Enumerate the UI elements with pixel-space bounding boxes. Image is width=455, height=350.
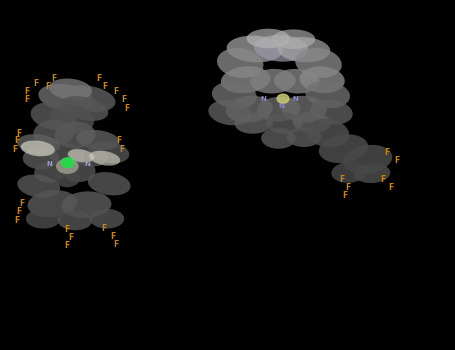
- Text: F: F: [345, 183, 351, 192]
- Ellipse shape: [227, 36, 283, 62]
- Ellipse shape: [34, 162, 66, 183]
- Ellipse shape: [61, 191, 111, 218]
- Text: F: F: [110, 232, 116, 241]
- Text: F: F: [384, 148, 389, 157]
- Ellipse shape: [306, 119, 349, 147]
- Ellipse shape: [212, 82, 257, 109]
- Text: F: F: [342, 191, 348, 200]
- Ellipse shape: [50, 105, 94, 133]
- Ellipse shape: [272, 29, 315, 49]
- Text: F: F: [15, 136, 20, 145]
- Ellipse shape: [331, 162, 368, 183]
- Text: F: F: [388, 183, 393, 192]
- Ellipse shape: [281, 96, 327, 122]
- Ellipse shape: [247, 29, 290, 48]
- Ellipse shape: [305, 81, 350, 108]
- Text: F: F: [339, 175, 345, 184]
- Ellipse shape: [49, 78, 92, 100]
- Ellipse shape: [278, 37, 330, 62]
- Ellipse shape: [299, 66, 345, 93]
- Circle shape: [277, 94, 289, 103]
- Ellipse shape: [226, 96, 273, 122]
- Ellipse shape: [295, 48, 342, 78]
- Ellipse shape: [89, 151, 120, 166]
- Text: F: F: [113, 87, 119, 96]
- Ellipse shape: [208, 100, 251, 125]
- Text: F: F: [102, 82, 107, 91]
- Ellipse shape: [221, 66, 271, 93]
- Ellipse shape: [58, 211, 92, 230]
- Text: N: N: [278, 103, 284, 109]
- Ellipse shape: [88, 172, 131, 195]
- Ellipse shape: [17, 134, 61, 154]
- Text: F: F: [65, 240, 70, 250]
- Text: N: N: [260, 96, 266, 102]
- Ellipse shape: [354, 163, 390, 183]
- Ellipse shape: [70, 145, 107, 167]
- Text: F: F: [65, 225, 70, 234]
- Ellipse shape: [261, 128, 296, 149]
- Ellipse shape: [68, 149, 94, 162]
- Ellipse shape: [27, 190, 77, 217]
- Ellipse shape: [319, 134, 368, 163]
- Ellipse shape: [90, 209, 124, 229]
- Text: N: N: [46, 161, 52, 167]
- Ellipse shape: [274, 69, 319, 93]
- Ellipse shape: [60, 96, 108, 121]
- Ellipse shape: [23, 147, 59, 169]
- Text: F: F: [33, 79, 38, 88]
- Text: F: F: [394, 156, 399, 165]
- Ellipse shape: [38, 84, 94, 112]
- Text: F: F: [119, 145, 125, 154]
- Text: F: F: [68, 233, 73, 242]
- Ellipse shape: [64, 161, 96, 182]
- Ellipse shape: [293, 112, 331, 133]
- Circle shape: [61, 158, 74, 168]
- Text: F: F: [113, 240, 119, 249]
- Ellipse shape: [76, 130, 120, 150]
- Text: F: F: [101, 224, 106, 233]
- Ellipse shape: [17, 175, 60, 198]
- Ellipse shape: [56, 159, 79, 174]
- Ellipse shape: [257, 97, 300, 121]
- Ellipse shape: [20, 140, 55, 156]
- Text: F: F: [16, 207, 22, 216]
- Text: F: F: [116, 136, 122, 145]
- Ellipse shape: [287, 127, 321, 147]
- Ellipse shape: [235, 113, 273, 134]
- Text: F: F: [16, 128, 22, 138]
- Text: F: F: [24, 95, 29, 104]
- Text: F: F: [380, 175, 386, 184]
- Text: F: F: [121, 95, 126, 104]
- Ellipse shape: [310, 99, 353, 125]
- Text: F: F: [12, 145, 17, 154]
- Text: F: F: [15, 216, 20, 225]
- Ellipse shape: [55, 121, 96, 148]
- Ellipse shape: [26, 209, 61, 229]
- Ellipse shape: [33, 120, 74, 146]
- Ellipse shape: [62, 85, 116, 112]
- Ellipse shape: [55, 170, 80, 187]
- Text: F: F: [25, 86, 30, 96]
- Ellipse shape: [47, 143, 85, 165]
- Text: F: F: [45, 82, 51, 91]
- Ellipse shape: [343, 145, 392, 174]
- Ellipse shape: [254, 35, 308, 62]
- Ellipse shape: [266, 113, 303, 134]
- Text: F: F: [51, 74, 56, 83]
- Ellipse shape: [89, 141, 129, 163]
- Text: F: F: [19, 199, 25, 208]
- Text: N: N: [85, 161, 90, 168]
- Ellipse shape: [217, 48, 263, 78]
- Text: N: N: [292, 96, 298, 102]
- Text: F: F: [96, 74, 102, 83]
- Ellipse shape: [250, 69, 296, 93]
- Ellipse shape: [30, 102, 77, 130]
- Text: F: F: [124, 104, 129, 113]
